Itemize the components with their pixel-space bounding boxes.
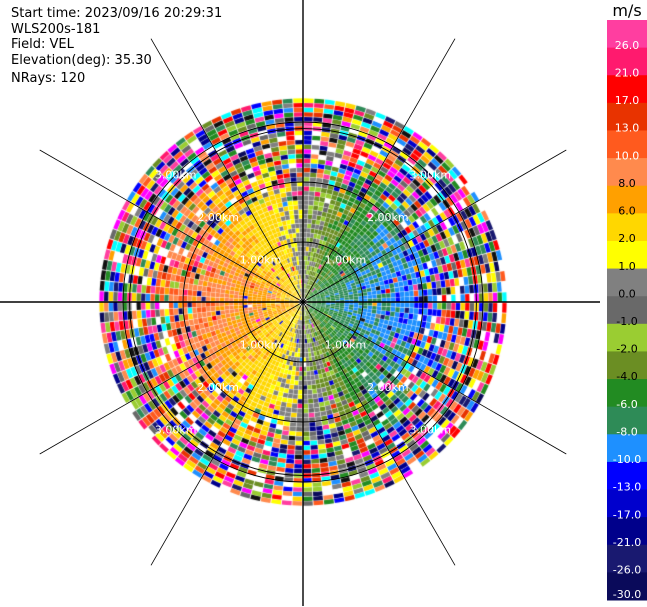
range-ring-label: 2.00km	[197, 211, 239, 224]
instrument-text: WLS200s-181	[11, 22, 101, 37]
colorbar-tick-label: 26.0	[615, 39, 640, 52]
colorbar-swatch	[607, 268, 647, 297]
azimuth-spoke	[302, 301, 456, 566]
colorbar-swatch	[607, 323, 647, 352]
colorbar-tick-label: 6.0	[618, 205, 636, 218]
colorbar-swatch	[607, 20, 647, 49]
azimuth-spoke	[150, 301, 304, 566]
range-ring-overlay: 1.00km 1.00km 1.00km 1.00km 2.00km 2.00km 2.00…	[0, 0, 600, 606]
range-ring-label: 3.00km	[155, 169, 197, 182]
range-ring-label: 3.00km	[155, 423, 197, 436]
colorbar-tick-label: -2.0	[616, 343, 637, 356]
colorbar-tick-label: 2.0	[618, 232, 636, 245]
nrays-text: NRays: 120	[11, 71, 86, 86]
colorbar-swatch	[607, 158, 647, 187]
colorbar-swatch	[607, 47, 647, 76]
colorbar-tick-label: 21.0	[615, 66, 640, 79]
colorbar-swatch	[607, 240, 647, 270]
range-ring-label: 1.00km	[325, 338, 367, 351]
colorbar-tick-label: -1.0	[616, 315, 637, 328]
colorbar-tick-label: -10.0	[613, 453, 641, 466]
colorbar-tick-label: 17.0	[615, 94, 640, 107]
colorbar-swatch	[607, 102, 647, 131]
azimuth-spoke	[302, 149, 567, 303]
colorbar-tick-label: 8.0	[618, 177, 636, 190]
azimuth-spoke	[302, 38, 456, 303]
colorbar-tick-label: -4.0	[616, 370, 637, 383]
colorbar-tick-label: -8.0	[616, 425, 637, 438]
colorbar-swatch	[607, 130, 647, 159]
colorbar-swatch	[607, 296, 647, 325]
colorbar-swatch	[607, 544, 647, 573]
colorbar-swatch	[607, 517, 647, 546]
range-ring-label: 1.00km	[240, 338, 282, 351]
colorbar-tick-label: -17.0	[613, 508, 641, 521]
colorbar-swatch	[607, 75, 647, 104]
field-text: Field: VEL	[11, 37, 74, 52]
colorbar-tick-label: -26.0	[613, 564, 641, 577]
colorbar-tick-label: -6.0	[616, 398, 637, 411]
colorbar-tick-label: -21.0	[613, 536, 641, 549]
range-ring-label: 3.00km	[409, 423, 451, 436]
colorbar-tick-label: -13.0	[613, 481, 641, 494]
colorbar-swatch	[607, 434, 647, 463]
azimuth-spoke	[302, 301, 567, 455]
colorbar-tick-label: -30.0	[613, 588, 641, 601]
range-ring-label: 1.00km	[325, 254, 367, 267]
azimuth-spoke	[39, 301, 304, 455]
colorbar-swatch	[607, 489, 647, 518]
range-ring-label: 2.00km	[197, 381, 239, 394]
colorbar-swatch	[607, 406, 647, 435]
azimuth-spoke	[150, 38, 304, 303]
colorbar-swatch	[607, 461, 647, 491]
colorbar-swatch	[607, 379, 647, 408]
colorbar-swatch	[607, 351, 647, 380]
start-time-text: Start time: 2023/09/16 20:29:31	[11, 6, 223, 21]
colorbar-tick-label: 13.0	[615, 122, 640, 135]
range-ring-label: 2.00km	[367, 211, 409, 224]
colorbar-tick-label: 10.0	[615, 149, 640, 162]
colorbar-swatch	[607, 572, 647, 601]
velocity-colorbar: m/s 26.0 21.0 17.0 13.0 10.0 8.0 6.0 2.0 1.0 0.0 -1…	[607, 1, 647, 601]
azimuth-spoke	[39, 149, 304, 303]
colorbar-tick-label: 1.0	[618, 260, 636, 273]
colorbar-swatch	[607, 213, 647, 242]
colorbar-tick-label: 0.0	[618, 287, 636, 300]
elevation-text: Elevation(deg): 35.30	[11, 53, 152, 68]
range-ring-label: 3.00km	[409, 169, 451, 182]
range-ring-label: 2.00km	[367, 381, 409, 394]
range-ring-label: 1.00km	[240, 254, 282, 267]
colorbar-unit: m/s	[612, 1, 641, 20]
colorbar-swatch	[607, 185, 647, 214]
